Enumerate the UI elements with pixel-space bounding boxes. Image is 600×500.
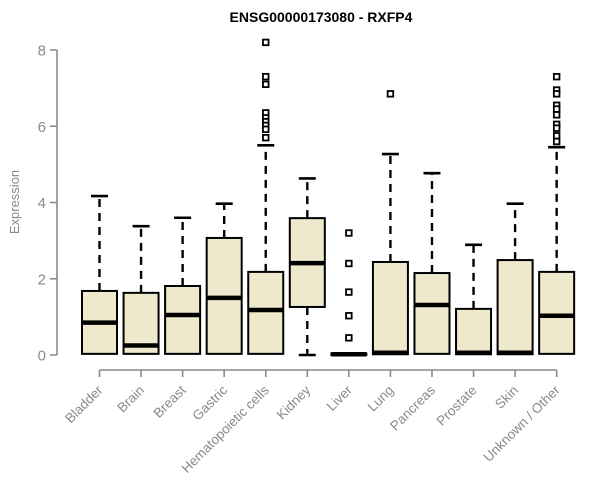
x-tick-label-prostate: Prostate bbox=[434, 383, 480, 429]
box-bladder bbox=[81, 194, 118, 355]
x-tick-label-unknown-other: Unknown / Other bbox=[481, 382, 564, 465]
outlier-point bbox=[552, 90, 561, 98]
x-tick-label-brain: Brain bbox=[114, 383, 147, 416]
iqr-box bbox=[413, 272, 451, 355]
iqr-box bbox=[247, 270, 285, 355]
iqr-box bbox=[496, 259, 534, 356]
y-tick-label: 8 bbox=[38, 43, 46, 60]
box-skin bbox=[496, 202, 534, 356]
x-tick-label-liver: Liver bbox=[324, 382, 356, 414]
box-pancreas bbox=[413, 171, 451, 355]
outlier-point bbox=[262, 125, 270, 133]
outlier-point bbox=[552, 137, 561, 146]
box-lung bbox=[371, 90, 409, 356]
x-tick-label-bladder: Bladder bbox=[62, 382, 106, 426]
box-hematopoietic-cells bbox=[247, 38, 285, 355]
y-tick-label: 0 bbox=[38, 348, 46, 365]
x-tick-label-pancreas: Pancreas bbox=[387, 382, 438, 433]
box-breast bbox=[164, 216, 202, 355]
iqr-box bbox=[538, 270, 576, 355]
outlier-point bbox=[552, 72, 561, 81]
outlier-point bbox=[262, 80, 270, 89]
x-tick-label-lung: Lung bbox=[365, 383, 397, 415]
iqr-box bbox=[371, 260, 409, 356]
box-liver bbox=[330, 229, 368, 357]
outlier-point bbox=[345, 312, 353, 320]
box-unknown-other bbox=[538, 72, 576, 355]
iqr-box bbox=[164, 284, 202, 355]
outlier-point bbox=[552, 132, 561, 140]
outlier-point bbox=[345, 229, 353, 237]
outlier-point bbox=[552, 124, 561, 132]
y-tick-label: 6 bbox=[38, 119, 46, 136]
outlier-point bbox=[262, 72, 270, 81]
outlier-point bbox=[262, 133, 270, 142]
chart-title: ENSG00000173080 - RXFP4 bbox=[229, 9, 413, 25]
iqr-box bbox=[455, 307, 493, 356]
outlier-point bbox=[552, 111, 561, 119]
x-tick-label-breast: Breast bbox=[151, 382, 189, 420]
box-kidney bbox=[288, 177, 326, 357]
outlier-point bbox=[552, 105, 561, 113]
outlier-point bbox=[345, 288, 353, 296]
box-gastric bbox=[205, 202, 243, 355]
box-prostate bbox=[455, 243, 493, 356]
x-tick-label-skin: Skin bbox=[492, 383, 521, 412]
y-tick-label: 4 bbox=[38, 195, 46, 212]
x-tick-label-gastric: Gastric bbox=[189, 382, 230, 423]
outlier-point bbox=[345, 259, 353, 268]
outlier-point bbox=[262, 38, 270, 47]
outlier-point bbox=[386, 90, 395, 98]
box-brain bbox=[122, 224, 160, 355]
x-tick-label-kidney: Kidney bbox=[274, 382, 314, 422]
y-tick-label: 2 bbox=[38, 271, 46, 288]
outlier-point bbox=[345, 334, 353, 342]
